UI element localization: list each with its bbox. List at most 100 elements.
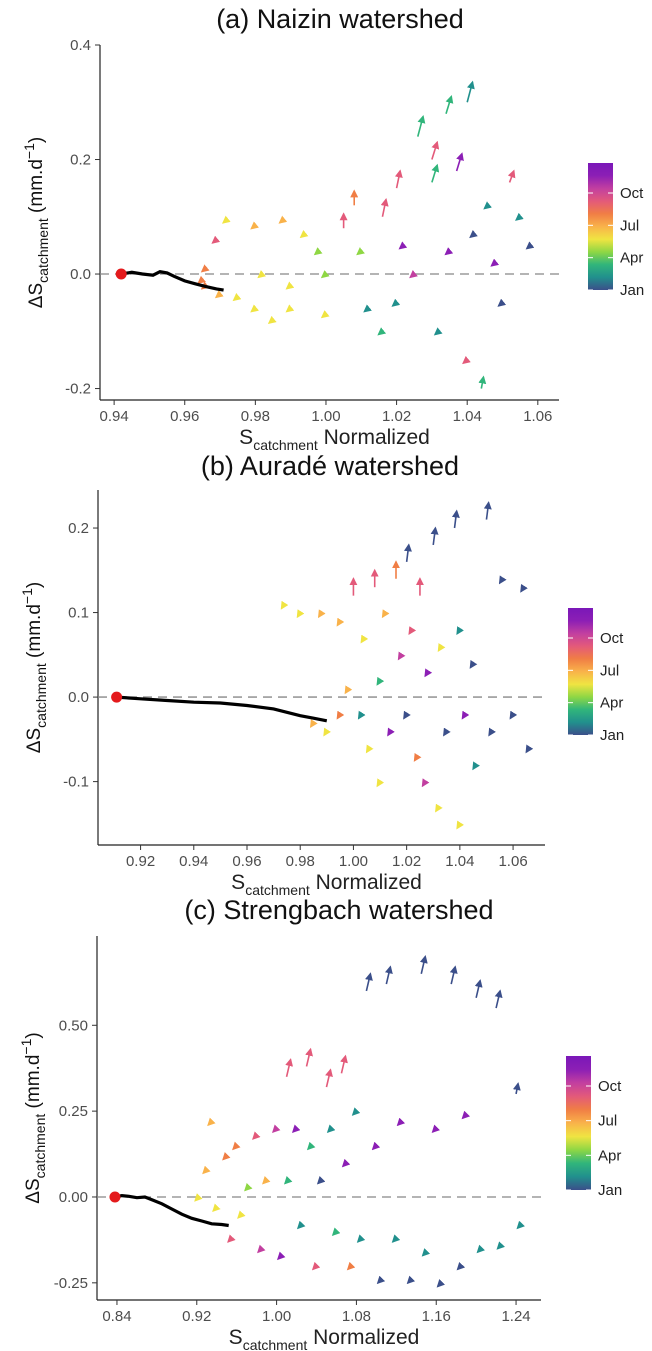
data-arrow bbox=[214, 290, 224, 299]
data-arrow bbox=[469, 659, 478, 669]
y-axis-label: ΔScatchment (mm.d−1) bbox=[19, 582, 49, 753]
data-arrow bbox=[299, 229, 309, 239]
y-tick-label: 0.4 bbox=[70, 37, 91, 54]
colorbar-label: Jan bbox=[598, 1182, 622, 1199]
data-arrow bbox=[403, 710, 411, 720]
colorbar-label: Oct bbox=[600, 630, 624, 647]
x-tick-label: 1.00 bbox=[311, 408, 340, 425]
x-tick-label: 1.06 bbox=[498, 853, 527, 870]
data-arrow bbox=[430, 526, 439, 546]
data-arrow bbox=[250, 221, 259, 230]
data-arrow bbox=[227, 1234, 236, 1243]
x-tick-label: 0.94 bbox=[100, 408, 129, 425]
data-arrow bbox=[197, 275, 206, 284]
data-arrow bbox=[250, 304, 259, 313]
data-arrow bbox=[483, 501, 492, 520]
colorbar-label: Oct bbox=[598, 1078, 622, 1095]
data-arrow bbox=[356, 247, 365, 256]
data-arrow bbox=[381, 609, 390, 619]
data-arrow bbox=[351, 1107, 361, 1116]
start-point bbox=[115, 268, 127, 280]
data-arrow bbox=[409, 270, 418, 279]
data-arrow bbox=[311, 1261, 321, 1271]
colorbar bbox=[588, 163, 613, 290]
data-arrow bbox=[344, 685, 353, 695]
x-tick-label: 0.92 bbox=[182, 1308, 211, 1325]
data-arrow bbox=[310, 719, 318, 729]
data-arrow bbox=[436, 1279, 446, 1288]
data-arrow bbox=[466, 80, 475, 103]
panel-3: (c) Strengbach watershed -0.25 0.00 0.25 0.5… bbox=[18, 895, 622, 1351]
black-trajectory-line bbox=[120, 270, 224, 292]
data-arrow bbox=[421, 1248, 431, 1257]
data-arrow bbox=[406, 1275, 416, 1285]
data-arrow bbox=[313, 247, 323, 256]
y-tick-label: -0.1 bbox=[63, 774, 89, 791]
data-arrow bbox=[296, 1220, 306, 1230]
y-tick-label: -0.25 bbox=[54, 1275, 88, 1292]
start-point bbox=[109, 1191, 121, 1203]
colorbar-label: Apr bbox=[598, 1147, 621, 1164]
x-tick-label: 1.02 bbox=[392, 853, 421, 870]
data-arrow bbox=[456, 1261, 466, 1271]
x-tick-label: 0.92 bbox=[126, 853, 155, 870]
data-arrow bbox=[380, 198, 389, 217]
data-arrow bbox=[283, 1176, 293, 1185]
data-arrow bbox=[456, 626, 464, 636]
data-arrow bbox=[469, 229, 478, 239]
y-axis-label: ΔScatchment (mm.d−1) bbox=[18, 1032, 48, 1203]
data-arrow bbox=[449, 965, 458, 985]
data-arrow bbox=[285, 281, 295, 290]
chart-title: (a) Naizin watershed bbox=[216, 4, 464, 34]
y-tick-label: -0.2 bbox=[65, 381, 91, 398]
chart-title: (c) Strengbach watershed bbox=[184, 895, 493, 925]
data-arrow bbox=[437, 643, 446, 652]
data-arrow bbox=[516, 1220, 525, 1230]
data-arrow bbox=[435, 803, 443, 813]
data-arrow bbox=[371, 1141, 381, 1151]
start-point bbox=[111, 691, 123, 703]
data-arrow bbox=[416, 115, 426, 137]
data-arrow bbox=[200, 264, 210, 273]
data-arrow bbox=[424, 668, 433, 678]
data-arrow bbox=[280, 600, 289, 610]
y-tick-label: 0.00 bbox=[59, 1189, 88, 1206]
data-arrow bbox=[525, 241, 535, 250]
y-tick-label: 0.25 bbox=[59, 1103, 88, 1120]
data-arrow bbox=[244, 1182, 253, 1192]
data-arrow bbox=[444, 247, 454, 256]
y-axis-label: ΔScatchment (mm.d−1) bbox=[21, 137, 51, 308]
x-tick-label: 0.96 bbox=[232, 853, 261, 870]
data-arrow bbox=[376, 676, 385, 686]
colorbar-label: Apr bbox=[600, 695, 623, 712]
data-arrow bbox=[272, 1124, 281, 1134]
data-arrow bbox=[443, 727, 451, 737]
data-arrow bbox=[305, 1047, 313, 1067]
data-arrow bbox=[478, 375, 487, 389]
data-arrow bbox=[320, 310, 330, 319]
data-arrow bbox=[451, 509, 460, 529]
data-arrow bbox=[357, 710, 366, 720]
data-arrow bbox=[267, 315, 277, 324]
data-arrow bbox=[413, 752, 422, 762]
data-arrow bbox=[476, 1244, 485, 1254]
data-arrow bbox=[194, 1193, 203, 1202]
data-arrow bbox=[317, 609, 326, 619]
data-arrow bbox=[237, 1210, 246, 1219]
data-arrow bbox=[331, 1227, 341, 1237]
colorbar-label: Jul bbox=[598, 1113, 617, 1130]
data-arrow bbox=[232, 1141, 241, 1151]
x-tick-label: 1.04 bbox=[453, 408, 482, 425]
data-arrow bbox=[340, 1054, 348, 1074]
y-tick-label: 0.2 bbox=[70, 152, 91, 169]
y-tick-label: 0.50 bbox=[59, 1017, 88, 1034]
data-arrow bbox=[365, 972, 373, 992]
data-arrow bbox=[306, 1141, 316, 1151]
data-arrow bbox=[336, 617, 345, 627]
data-arrow bbox=[296, 609, 305, 619]
data-arrow bbox=[360, 634, 369, 644]
data-arrow bbox=[384, 965, 393, 985]
data-arrow bbox=[232, 292, 242, 302]
data-arrow bbox=[323, 727, 331, 737]
data-arrow bbox=[515, 212, 524, 221]
